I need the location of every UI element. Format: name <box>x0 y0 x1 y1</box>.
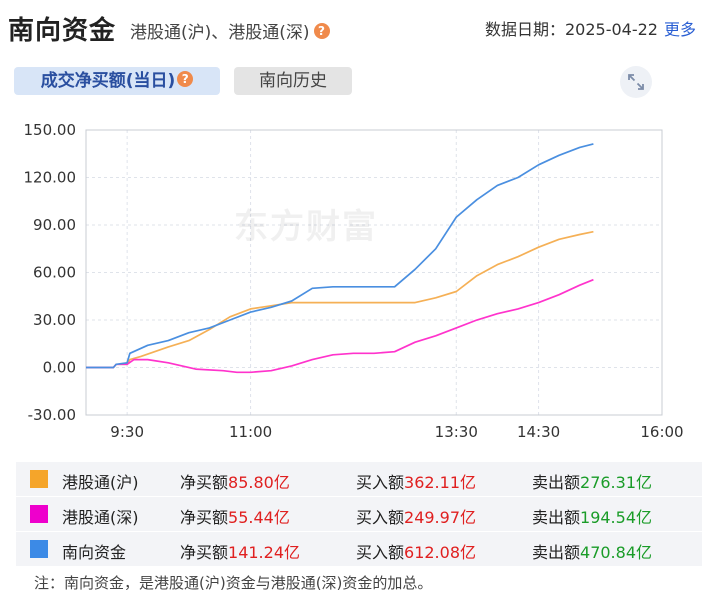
legend-swatch <box>30 540 48 558</box>
sell-label: 卖出额 <box>532 508 581 527</box>
watermark: 东方财富 <box>234 207 378 247</box>
series-line <box>86 278 594 374</box>
y-tick-label: 0.00 <box>43 359 76 377</box>
buy-cell: 买入额249.97亿 <box>356 504 476 528</box>
y-axis-labels: 150.00 120.00 90.00 60.00 30.00 0.00 -30.00 <box>24 121 77 424</box>
header: 南向资金 港股通(沪)、港股通(深)? 数据日期：2025-04-22 更多 <box>0 0 712 56</box>
tab-net-buy-today-label: 成交净买额(当日) <box>40 71 176 91</box>
y-tick-label: 150.00 <box>24 121 77 139</box>
y-tick-label: -30.00 <box>28 406 76 424</box>
buy-cell: 买入额362.11亿 <box>356 469 476 493</box>
buy-label: 买入额 <box>356 543 405 562</box>
expand-icon <box>628 74 644 90</box>
summary-row-sz: 港股通(深) 净买额55.44亿 买入额249.97亿 卖出额194.54亿 <box>16 497 702 532</box>
series-line <box>86 143 594 369</box>
legend-name: 南向资金 <box>62 543 127 562</box>
x-tick-label: 11:00 <box>229 423 272 441</box>
y-tick-label: 120.00 <box>24 169 77 187</box>
summary-row-sh: 港股通(沪) 净买额85.80亿 买入额362.11亿 卖出额276.31亿 <box>16 462 702 497</box>
tab-help-icon[interactable]: ? <box>177 71 194 87</box>
tab-southbound-history-label: 南向历史 <box>259 71 327 91</box>
summary-row-southbound: 南向资金 净买额141.24亿 买入额612.08亿 卖出额470.84亿 <box>16 532 702 567</box>
legend-name: 港股通(深) <box>62 508 139 527</box>
sell-label: 卖出额 <box>532 543 581 562</box>
sell-value: 470.84亿 <box>580 543 653 562</box>
net-buy-cell: 净买额141.24亿 <box>180 539 300 563</box>
y-tick-label: 60.00 <box>33 264 76 282</box>
page-subtitle: 港股通(沪)、港股通(深)? <box>130 18 330 43</box>
y-tick-label: 90.00 <box>33 216 76 234</box>
legend-name: 港股通(沪) <box>62 473 139 492</box>
footnote: 注：南向资金，是港股通(沪)资金与港股通(深)资金的加总。 <box>34 574 433 592</box>
x-tick-label: 13:30 <box>435 423 478 441</box>
net-buy-value: 141.24亿 <box>228 543 301 562</box>
x-tick-label: 16:00 <box>640 423 683 441</box>
net-buy-label: 净买额 <box>180 508 229 527</box>
sell-value: 276.31亿 <box>580 473 653 492</box>
plot-frame <box>85 129 663 416</box>
sell-cell: 卖出额276.31亿 <box>532 469 652 493</box>
buy-label: 买入额 <box>356 473 405 492</box>
buy-value: 612.08亿 <box>404 543 477 562</box>
help-icon[interactable]: ? <box>313 23 330 39</box>
date-value: 2025-04-22 <box>565 20 658 39</box>
page-title: 南向资金 <box>8 16 117 46</box>
subtitle-text: 港股通(沪)、港股通(深) <box>130 23 310 43</box>
data-date: 数据日期：2025-04-22 更多 <box>485 16 696 40</box>
buy-label: 买入额 <box>356 508 405 527</box>
sell-cell: 卖出额194.54亿 <box>532 504 652 528</box>
more-link[interactable]: 更多 <box>663 20 696 39</box>
grid-lines <box>86 130 663 415</box>
tab-southbound-history[interactable]: 南向历史 <box>234 67 352 95</box>
expand-button[interactable] <box>620 66 652 98</box>
date-label: 数据日期： <box>484 20 565 39</box>
sell-label: 卖出额 <box>532 473 581 492</box>
net-buy-label: 净买额 <box>180 543 229 562</box>
tab-net-buy-today[interactable]: 成交净买额(当日)? <box>14 67 220 95</box>
net-buy-value: 85.80亿 <box>228 473 290 492</box>
legend-swatch <box>30 470 48 488</box>
series-line <box>86 230 594 369</box>
x-tick-label: 9:30 <box>110 423 144 441</box>
axis-frame <box>85 129 663 416</box>
x-tick-label: 14:30 <box>517 423 560 441</box>
sell-value: 194.54亿 <box>580 508 653 527</box>
net-buy-cell: 净买额55.44亿 <box>180 504 290 528</box>
summary-table: 港股通(沪) 净买额85.80亿 买入额362.11亿 卖出额276.31亿 港… <box>16 462 702 567</box>
net-buy-line-chart: 东方财富 150.00 120.00 90.00 60.00 30.00 0.00 -30.… <box>24 121 684 441</box>
buy-value: 249.97亿 <box>404 508 477 527</box>
buy-cell: 买入额612.08亿 <box>356 539 476 563</box>
net-buy-cell: 净买额85.80亿 <box>180 469 290 493</box>
legend-swatch <box>30 505 48 523</box>
net-buy-label: 净买额 <box>180 473 229 492</box>
x-axis-labels: 9:30 11:00 13:30 14:30 16:00 <box>110 423 683 441</box>
sell-cell: 卖出额470.84亿 <box>532 539 652 563</box>
net-buy-value: 55.44亿 <box>228 508 290 527</box>
y-tick-label: 30.00 <box>33 311 76 329</box>
series-lines <box>86 143 594 374</box>
buy-value: 362.11亿 <box>404 473 477 492</box>
